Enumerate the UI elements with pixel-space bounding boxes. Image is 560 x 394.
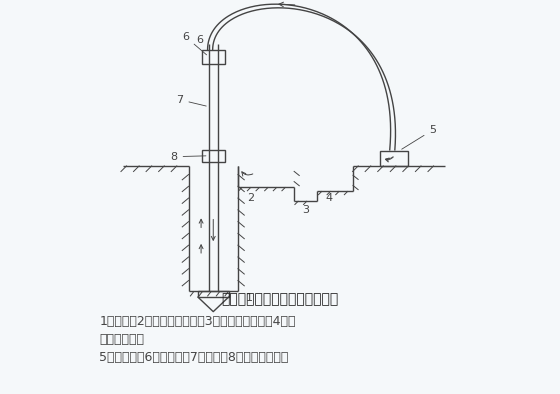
Bar [202, 150, 225, 162]
Text: 7: 7 [176, 95, 206, 106]
Text: 5一泥浆泵；6一水龙头；7一钻杆；8一钻机回转装置: 5一泥浆泵；6一水龙头；7一钻杆；8一钻机回转装置 [99, 351, 289, 364]
Text: 3: 3 [302, 204, 309, 215]
Text: 6: 6 [182, 32, 207, 55]
Text: 8: 8 [170, 152, 206, 162]
Text: 2: 2 [248, 193, 255, 203]
Bar [202, 50, 225, 63]
Text: 正循环回转钻进成孔原理示意图: 正循环回转钻进成孔原理示意图 [221, 292, 339, 306]
Text: 浆池及泥浆；: 浆池及泥浆； [99, 333, 144, 346]
Text: 4: 4 [326, 193, 333, 203]
Text: 5: 5 [402, 125, 436, 149]
Bar [380, 151, 408, 165]
Bar [198, 291, 228, 297]
Text: 1一钻头；2一泥浆循环方向；3一沉淀池及沉渣；4一泥: 1一钻头；2一泥浆循环方向；3一沉淀池及沉渣；4一泥 [99, 315, 296, 328]
Text: 6: 6 [197, 35, 203, 45]
Text: 1: 1 [246, 293, 253, 303]
